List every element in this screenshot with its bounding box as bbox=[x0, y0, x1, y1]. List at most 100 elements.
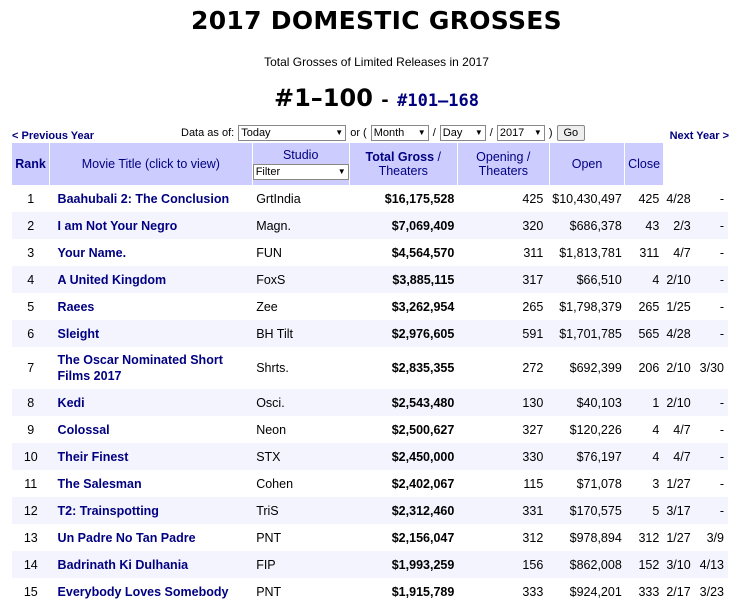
close-date-cell: - bbox=[719, 299, 724, 314]
col-studio: Studio Filter ▼ bbox=[252, 143, 350, 185]
opening-theaters-cell: 4 bbox=[652, 272, 660, 287]
date-select[interactable]: Today ▼ bbox=[238, 125, 347, 141]
close-date-cell: - bbox=[719, 245, 724, 260]
col-total-gross-label[interactable]: Total Gross bbox=[365, 150, 435, 164]
close-date-cell: - bbox=[719, 326, 724, 341]
opening-cell: $978,894 bbox=[569, 530, 622, 545]
col-open[interactable]: Open bbox=[549, 143, 626, 185]
theaters-cell: 331 bbox=[522, 503, 544, 518]
table-row: 9 Colossal Neon $2,500,627 327 $120,226 4 4/7 - bbox=[12, 416, 728, 443]
table-row: 11 The Salesman Cohen $2,402,067 115 $71,078 3… bbox=[12, 470, 728, 497]
rank-cell: 9 bbox=[27, 422, 35, 437]
data-as-of-label: Data as of: bbox=[181, 127, 235, 139]
chevron-down-icon: ▼ bbox=[335, 128, 344, 137]
open-date-cell: 2/10 bbox=[666, 361, 691, 375]
rank-cell: 12 bbox=[23, 503, 38, 518]
go-button[interactable]: Go bbox=[556, 125, 586, 141]
total-gross-cell: $16,175,528 bbox=[384, 191, 455, 206]
col-studio-label[interactable]: Studio bbox=[282, 148, 319, 162]
opening-cell: $66,510 bbox=[576, 272, 622, 287]
total-gross-cell: $7,069,409 bbox=[391, 218, 455, 233]
table-row: 7 The Oscar Nominated Short Films 2017 Shr… bbox=[12, 347, 728, 389]
open-date-cell: 4/7 bbox=[673, 449, 691, 464]
year-select[interactable]: 2017 ▼ bbox=[496, 125, 545, 141]
opening-theaters-cell: 206 bbox=[638, 361, 660, 375]
previous-year-link[interactable]: < Previous Year bbox=[12, 130, 95, 142]
movie-title-link[interactable]: T2: Trainspotting bbox=[57, 503, 159, 518]
col-opening: Opening / Theaters bbox=[457, 143, 550, 185]
slash-label: / bbox=[489, 127, 493, 139]
open-date-cell: 1/25 bbox=[666, 299, 691, 314]
col-opening-label[interactable]: Opening / bbox=[476, 150, 531, 164]
open-date-cell: 2/10 bbox=[666, 272, 691, 287]
studio-cell: STX bbox=[256, 449, 281, 464]
movie-title-link[interactable]: Kedi bbox=[57, 395, 85, 410]
opening-cell: $76,197 bbox=[576, 449, 622, 464]
movie-title-link[interactable]: Colossal bbox=[57, 422, 110, 437]
rank-cell: 10 bbox=[23, 449, 38, 464]
col-opening-theaters-label[interactable]: Theaters bbox=[478, 164, 528, 178]
col-total-gross: Total Gross / Theaters bbox=[349, 143, 458, 185]
movie-title-link[interactable]: Your Name. bbox=[57, 245, 127, 260]
studio-filter-select[interactable]: Filter ▼ bbox=[252, 164, 349, 180]
range-next-link[interactable]: #101–168 bbox=[397, 91, 479, 111]
total-gross-cell: $1,915,789 bbox=[391, 584, 455, 599]
table-row: 1 Baahubali 2: The Conclusion GrtIndia $16,… bbox=[12, 185, 728, 212]
day-select[interactable]: Day ▼ bbox=[439, 125, 486, 141]
opening-theaters-cell: 43 bbox=[645, 218, 660, 233]
col-rank[interactable]: Rank bbox=[12, 143, 51, 185]
range-separator: - bbox=[381, 90, 389, 111]
movie-title-link[interactable]: The Oscar Nominated Short Films 2017 bbox=[57, 353, 223, 383]
theaters-cell: 317 bbox=[522, 272, 544, 287]
page-title: 2017 DOMESTIC GROSSES bbox=[191, 6, 562, 35]
total-gross-cell: $2,500,627 bbox=[391, 422, 455, 437]
movie-title-link[interactable]: Badrinath Ki Dulhania bbox=[57, 557, 189, 572]
rank-cell: 13 bbox=[23, 530, 38, 545]
opening-theaters-cell: 4 bbox=[652, 422, 660, 437]
theaters-cell: 330 bbox=[522, 449, 544, 464]
rank-cell: 6 bbox=[27, 326, 35, 341]
rank-cell: 4 bbox=[27, 272, 35, 287]
movie-title-link[interactable]: Raees bbox=[57, 299, 95, 314]
theaters-cell: 311 bbox=[523, 245, 544, 260]
opening-cell: $692,399 bbox=[569, 361, 622, 375]
total-gross-cell: $3,885,115 bbox=[392, 272, 455, 287]
col-theaters-label[interactable]: Theaters bbox=[378, 164, 428, 178]
rank-cell: 8 bbox=[27, 395, 35, 410]
open-date-cell: 4/28 bbox=[666, 191, 691, 206]
chevron-down-icon: ▼ bbox=[337, 167, 346, 176]
total-gross-cell: $2,402,067 bbox=[391, 476, 455, 491]
opening-theaters-cell: 333 bbox=[638, 584, 660, 599]
studio-cell: FoxS bbox=[256, 272, 286, 287]
movie-title-link[interactable]: Everybody Loves Somebody bbox=[57, 584, 229, 599]
movie-title-link[interactable]: I am Not Your Negro bbox=[57, 218, 178, 233]
opening-cell: $1,798,379 bbox=[559, 299, 622, 314]
theaters-cell: 265 bbox=[522, 299, 544, 314]
open-date-cell: 1/27 bbox=[666, 476, 691, 491]
opening-cell: $120,226 bbox=[569, 422, 622, 437]
movie-title-link[interactable]: Baahubali 2: The Conclusion bbox=[57, 191, 230, 206]
rank-cell: 11 bbox=[24, 476, 38, 491]
theaters-cell: 130 bbox=[522, 395, 544, 410]
close-date-cell: - bbox=[719, 395, 724, 410]
movie-title-link[interactable]: A United Kingdom bbox=[57, 272, 167, 287]
col-close[interactable]: Close bbox=[624, 143, 664, 185]
movie-title-link[interactable]: The Salesman bbox=[57, 476, 142, 491]
theaters-cell: 156 bbox=[522, 557, 544, 572]
open-date-cell: 2/10 bbox=[666, 395, 691, 410]
month-select[interactable]: Month ▼ bbox=[370, 125, 429, 141]
next-year-link[interactable]: Next Year > bbox=[669, 130, 729, 142]
slash-label: / bbox=[432, 127, 436, 139]
movie-title-link[interactable]: Sleight bbox=[57, 326, 100, 341]
total-gross-cell: $2,450,000 bbox=[391, 449, 455, 464]
total-gross-cell: $2,156,047 bbox=[391, 530, 455, 545]
page-subtitle: Total Grosses of Limited Releases in 201… bbox=[264, 55, 489, 69]
col-total-sep: / bbox=[434, 150, 441, 164]
table-row: 13 Un Padre No Tan Padre PNT $2,156,047 312 $… bbox=[12, 524, 728, 551]
open-date-cell: 1/27 bbox=[666, 530, 691, 545]
col-title[interactable]: Movie Title (click to view) bbox=[49, 143, 253, 185]
movie-title-link[interactable]: Their Finest bbox=[57, 449, 129, 464]
rank-cell: 1 bbox=[27, 191, 35, 206]
movie-title-link[interactable]: Un Padre No Tan Padre bbox=[57, 530, 196, 545]
